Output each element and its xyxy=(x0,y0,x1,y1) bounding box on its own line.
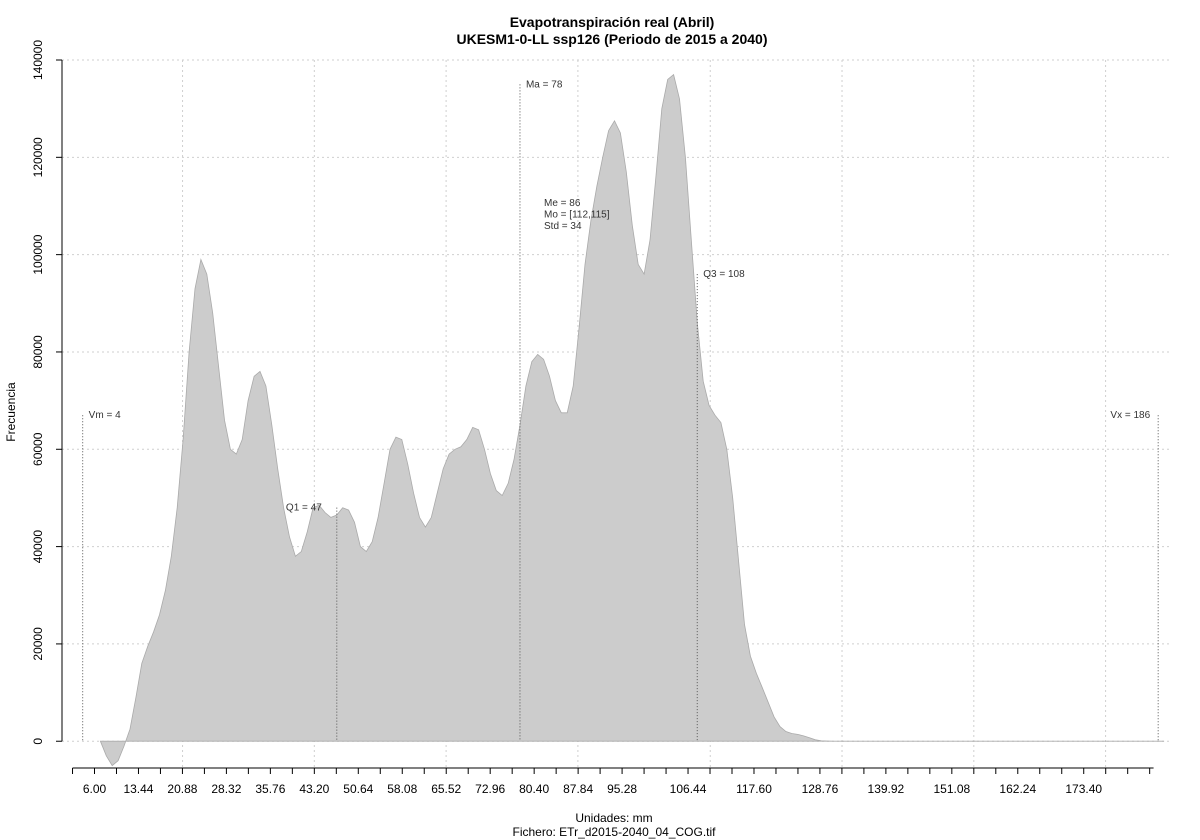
x-tick-label: 28.32 xyxy=(211,782,241,796)
y-tick-label: 0 xyxy=(31,738,45,745)
x-tick-label: 106.44 xyxy=(670,782,707,796)
x-tick-label: 139.92 xyxy=(868,782,905,796)
stats-line: Me = 86 xyxy=(544,198,581,209)
y-axis-title: Frecuencia xyxy=(4,382,18,442)
marker-label: Vx = 186 xyxy=(1110,410,1150,421)
stats-line: Std = 34 xyxy=(544,221,582,232)
stats-line: Mo = [112,115] xyxy=(544,210,610,221)
x-tick-label: 117.60 xyxy=(736,782,772,796)
chart-subtitle: UKESM1-0-LL ssp126 (Periodo de 2015 a 20… xyxy=(457,31,768,47)
y-tick-label: 120000 xyxy=(31,137,45,177)
y-tick-label: 40000 xyxy=(31,530,45,564)
x-tick-label: 20.88 xyxy=(167,782,197,796)
x-tick-label: 128.76 xyxy=(802,782,839,796)
marker-label: Vm = 4 xyxy=(89,410,121,421)
x-tick-label: 13.44 xyxy=(123,782,153,796)
stat-markers: Vm = 4 Q1 = 47 Ma = 78 Q3 = 108 Vx = 186 xyxy=(82,79,1159,742)
y-axis: 0 20000 40000 60000 80000 100000 120000 140000 xyxy=(31,40,63,745)
marker-label: Q1 = 47 xyxy=(286,503,322,514)
y-tick-label: 60000 xyxy=(31,432,45,466)
marker-label: Q3 = 108 xyxy=(703,269,745,280)
y-tick-label: 100000 xyxy=(31,234,45,274)
y-tick-label: 140000 xyxy=(31,40,45,80)
x-tick-label: 162.24 xyxy=(999,782,1036,796)
file-caption: Fichero: ETr_d2015-2040_04_COG.tif xyxy=(513,825,717,839)
x-tick-label: 95.28 xyxy=(607,782,637,796)
x-tick-label: 6.00 xyxy=(83,782,107,796)
x-tick-label: 35.76 xyxy=(255,782,285,796)
x-tick-label: 151.08 xyxy=(933,782,970,796)
density-fill xyxy=(99,73,1165,767)
x-tick-label: 65.52 xyxy=(431,782,461,796)
marker-label: Ma = 78 xyxy=(526,79,563,90)
y-tick-label: 20000 xyxy=(31,627,45,661)
x-tick-label: 58.08 xyxy=(387,782,417,796)
y-tick-label: 80000 xyxy=(31,335,45,369)
x-axis: 6.00 13.44 20.88 28.32 35.76 43.20 50.64 58.08 6… xyxy=(72,767,1154,796)
x-tick-label: 50.64 xyxy=(343,782,373,796)
x-tick-label: 72.96 xyxy=(475,782,505,796)
x-axis-title: Unidades: mm xyxy=(575,811,652,825)
x-tick-label: 173.40 xyxy=(1065,782,1102,796)
x-tick-label: 43.20 xyxy=(299,782,329,796)
x-tick-label: 87.84 xyxy=(563,782,593,796)
chart-title: Evapotranspiración real (Abril) xyxy=(510,14,715,30)
density-area xyxy=(99,73,1165,767)
x-tick-label: 80.40 xyxy=(519,782,549,796)
